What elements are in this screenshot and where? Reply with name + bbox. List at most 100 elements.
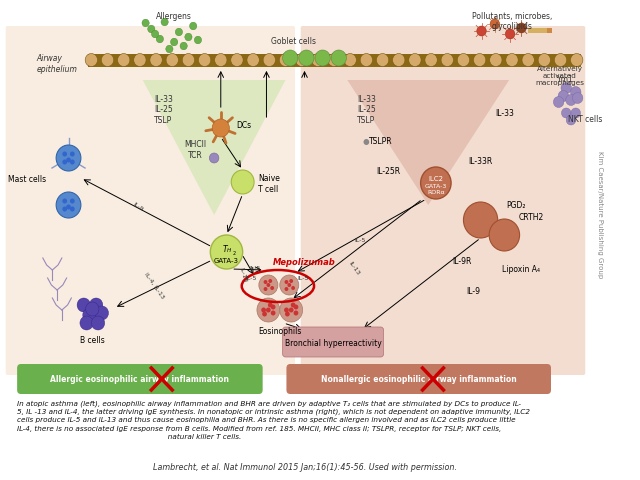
Text: ILC2: ILC2 <box>428 176 444 182</box>
Circle shape <box>490 53 502 67</box>
Circle shape <box>77 298 90 312</box>
Text: Bronchial hyperreactivity: Bronchial hyperreactivity <box>285 339 381 348</box>
Circle shape <box>70 206 75 212</box>
Circle shape <box>62 152 67 156</box>
Circle shape <box>291 286 295 290</box>
Text: Eosinophils: Eosinophils <box>258 327 301 336</box>
Text: IL-4, there is no associated IgE response from B cells. Modified from ref. 185. : IL-4, there is no associated IgE respons… <box>17 425 501 432</box>
Bar <box>88 54 580 67</box>
Text: Mepolizumab: Mepolizumab <box>273 258 336 267</box>
Circle shape <box>571 108 580 118</box>
Circle shape <box>175 28 182 36</box>
Circle shape <box>263 53 275 67</box>
Circle shape <box>558 91 568 101</box>
FancyBboxPatch shape <box>17 364 262 394</box>
Circle shape <box>294 311 298 315</box>
Polygon shape <box>143 80 285 215</box>
Text: IL-13: IL-13 <box>238 267 247 283</box>
Circle shape <box>287 283 291 287</box>
Circle shape <box>392 53 405 67</box>
Text: IL-13: IL-13 <box>348 260 360 276</box>
Circle shape <box>506 29 515 39</box>
Text: Kim Caesar/Nature Publishing Group: Kim Caesar/Nature Publishing Group <box>596 151 602 278</box>
Circle shape <box>148 25 155 33</box>
Circle shape <box>284 308 289 312</box>
Circle shape <box>209 153 219 163</box>
Text: IL-5: IL-5 <box>297 276 308 281</box>
Circle shape <box>247 53 259 67</box>
Circle shape <box>441 53 454 67</box>
Circle shape <box>195 36 202 44</box>
Circle shape <box>554 53 566 67</box>
Circle shape <box>211 235 243 269</box>
Text: DCs: DCs <box>236 120 251 130</box>
Circle shape <box>259 275 278 295</box>
Circle shape <box>90 298 103 312</box>
Text: Naive
T cell: Naive T cell <box>258 174 280 194</box>
Circle shape <box>268 279 272 283</box>
Circle shape <box>134 53 146 67</box>
FancyBboxPatch shape <box>301 26 585 375</box>
Circle shape <box>489 219 520 251</box>
Circle shape <box>83 308 96 322</box>
Circle shape <box>315 50 330 66</box>
Text: T: T <box>222 244 227 253</box>
Circle shape <box>289 279 293 283</box>
Circle shape <box>70 199 75 204</box>
Circle shape <box>56 192 81 218</box>
Circle shape <box>262 312 267 316</box>
Text: TSLPR: TSLPR <box>369 137 393 146</box>
Circle shape <box>457 53 470 67</box>
Circle shape <box>283 50 298 66</box>
Text: Mast cells: Mast cells <box>8 176 45 184</box>
Circle shape <box>279 53 292 67</box>
Circle shape <box>70 159 75 165</box>
Circle shape <box>420 167 451 199</box>
Text: IL-33R: IL-33R <box>468 157 492 167</box>
Circle shape <box>70 152 75 156</box>
Text: IL-9R: IL-9R <box>452 257 472 266</box>
Circle shape <box>152 30 159 38</box>
Circle shape <box>271 311 275 315</box>
Circle shape <box>566 115 576 125</box>
Text: In atopic asthma (left), eosinophilic airway inflammation and BHR are driven by : In atopic asthma (left), eosinophilic ai… <box>17 400 521 407</box>
Text: Lipoxin A₄: Lipoxin A₄ <box>502 265 540 275</box>
Text: IL-9: IL-9 <box>132 202 144 212</box>
Bar <box>528 28 549 33</box>
Circle shape <box>264 280 268 284</box>
Circle shape <box>266 308 271 312</box>
Circle shape <box>294 304 298 310</box>
Circle shape <box>56 145 81 171</box>
Circle shape <box>561 108 571 118</box>
Circle shape <box>376 53 388 67</box>
Circle shape <box>161 18 168 26</box>
Circle shape <box>231 170 254 194</box>
Text: MHCII
TCR: MHCII TCR <box>184 140 206 160</box>
Text: B cells: B cells <box>80 336 105 345</box>
Circle shape <box>231 53 243 67</box>
Text: Airway
epithelium: Airway epithelium <box>36 54 77 74</box>
Circle shape <box>62 159 67 165</box>
Circle shape <box>409 53 421 67</box>
Circle shape <box>95 306 109 320</box>
Circle shape <box>463 202 498 238</box>
Text: 5, IL -13 and IL-4, the latter driving IgE synthesis. In nonatopic or intrinsic : 5, IL -13 and IL-4, the latter driving I… <box>17 408 530 415</box>
Text: IL-5: IL-5 <box>354 238 365 242</box>
Circle shape <box>280 298 303 322</box>
Circle shape <box>182 53 195 67</box>
Text: IL-5: IL-5 <box>250 265 260 271</box>
Text: Alternatively
activated
macrophages: Alternatively activated macrophages <box>535 66 584 86</box>
Text: IL-5: IL-5 <box>246 276 257 281</box>
Circle shape <box>66 157 71 163</box>
Text: CRTH2: CRTH2 <box>518 214 544 223</box>
Text: Nonallergic eosinophilic airway inflammation: Nonallergic eosinophilic airway inflamma… <box>321 374 516 384</box>
Text: cells produce IL-5 and IL-13 and thus cause eosinophilia and BHR. As there is no: cells produce IL-5 and IL-13 and thus ca… <box>17 417 516 423</box>
Circle shape <box>166 45 173 53</box>
Circle shape <box>62 199 67 204</box>
Bar <box>547 28 552 33</box>
FancyBboxPatch shape <box>287 364 551 394</box>
Circle shape <box>101 53 114 67</box>
Circle shape <box>180 42 188 50</box>
Circle shape <box>257 298 280 322</box>
FancyBboxPatch shape <box>283 327 383 357</box>
